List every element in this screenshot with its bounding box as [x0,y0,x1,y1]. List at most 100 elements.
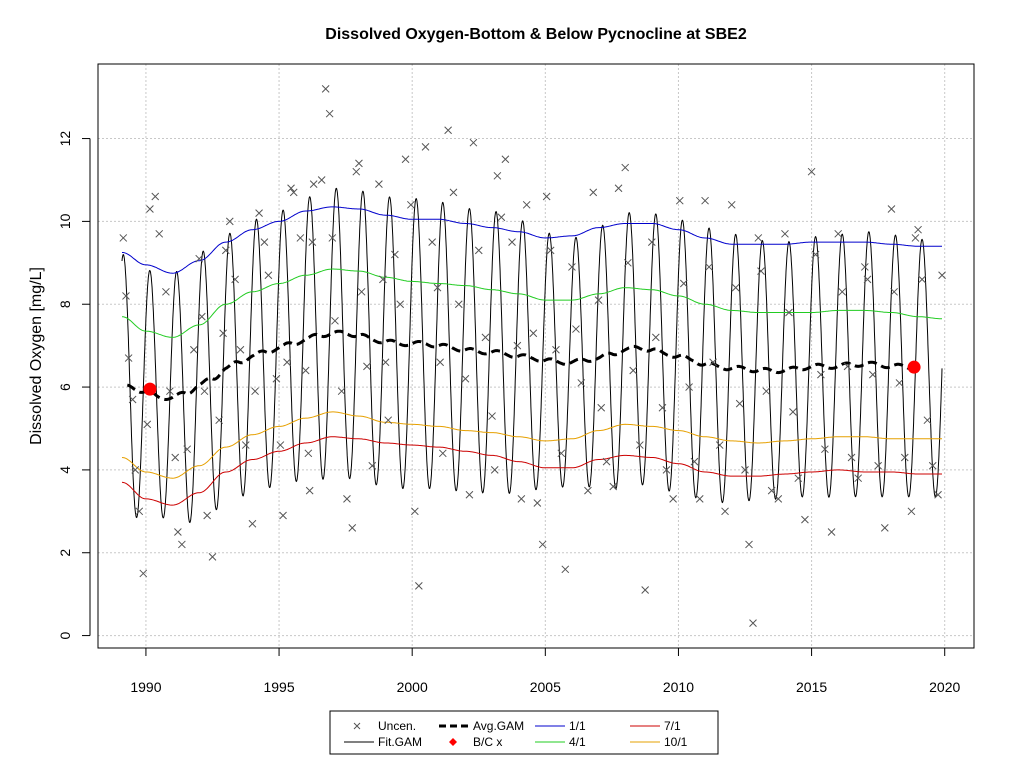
data-point [414,582,423,590]
data-point [305,486,314,495]
data-point [331,316,339,325]
data-point [465,490,474,499]
data-point [597,403,606,412]
data-point [651,333,660,342]
data-point [629,366,638,375]
data-point [727,200,736,209]
data-point [577,379,586,387]
data-point [363,362,371,371]
data-point [621,163,630,172]
data-point [807,167,816,176]
fit-gam-line [121,187,943,524]
data-point [911,234,920,242]
data-point [401,155,410,164]
y-tick-label: 2 [57,549,73,557]
x-tick-label: 2000 [397,679,428,695]
quantile-lines-layer [121,206,942,506]
data-point [488,412,496,420]
data-point [701,196,709,205]
data-point [162,287,170,296]
data-point [843,362,852,371]
legend-label: 7/1 [664,719,681,733]
legend-label: 10/1 [664,735,688,749]
data-point [135,507,144,516]
avg-gam-line [127,329,919,401]
legend-label: Fit.GAM [378,735,422,749]
data-point [705,263,713,271]
data-point [614,184,623,193]
data-point [749,619,757,628]
data-point [119,234,128,242]
data-point [847,453,856,462]
data-point [675,196,684,205]
data-point [789,408,797,416]
data-point [454,300,463,309]
data-point [283,358,291,367]
data-point [887,205,896,213]
data-point [938,271,946,280]
y-tick-label: 12 [57,131,73,147]
data-point [635,441,644,449]
data-point [200,387,209,396]
data-point [296,234,305,242]
data-point [522,200,531,209]
data-point [287,184,295,193]
legend-label: 4/1 [569,735,586,749]
quantile-line-q4 [121,268,942,338]
data-point [197,312,206,321]
data-point [838,287,847,296]
data-point [178,540,186,549]
data-point [428,238,437,246]
legend: Uncen. Avg.GAM 1/1 7/1 Fit.GAM B/C x 4/1 10/1 [329,710,719,755]
data-point [174,528,182,536]
data-point [647,238,656,246]
data-point [754,234,763,242]
data-point [276,441,285,449]
legend-label: 1/1 [569,719,586,733]
data-point [641,586,650,594]
data-point [444,126,452,135]
data-point [546,246,555,255]
data-point [128,395,137,404]
data-point [474,246,483,255]
data-point [685,383,693,391]
data-point [731,283,740,292]
data-point [355,159,363,168]
y-tick-label: 6 [57,383,73,391]
legend-label: Uncen. [378,719,416,733]
data-point [348,524,357,532]
data-point [231,275,239,284]
data-point [785,308,793,317]
y-tick-label: 8 [57,300,73,308]
x-tick-label: 2005 [530,679,561,695]
data-point [375,180,383,188]
data-point [568,263,576,271]
data-point [337,387,346,396]
avg-gam-layer [127,329,919,401]
data-point [436,358,444,367]
data-point [594,296,603,304]
data-point [301,366,310,375]
data-point [658,403,667,412]
data-point [821,445,829,454]
data-point [561,565,570,574]
data-point [542,192,551,201]
data-point [248,519,257,528]
data-point [900,453,909,462]
data-point [241,441,250,449]
data-point [533,499,542,507]
data-point [493,171,502,180]
data-point [928,461,937,470]
x-tick-label: 2015 [796,679,827,695]
data-point [854,474,863,483]
data-point [874,461,882,470]
data-point [321,84,330,93]
y-tick-label: 4 [57,466,73,474]
data-point [396,300,405,309]
data-point [124,354,133,362]
data-point [880,524,889,532]
data-point [407,200,415,209]
data-point [236,345,245,354]
bc-point [907,360,921,374]
